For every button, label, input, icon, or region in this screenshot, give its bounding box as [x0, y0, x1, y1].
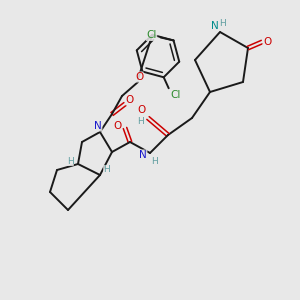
Text: O: O — [138, 105, 146, 115]
Text: H: H — [151, 157, 158, 166]
Text: O: O — [135, 72, 143, 82]
Text: N: N — [94, 121, 102, 131]
Text: N: N — [139, 150, 147, 160]
Text: H: H — [219, 20, 225, 28]
Text: H: H — [67, 157, 73, 166]
Text: H: H — [138, 116, 144, 125]
Text: Cl: Cl — [170, 90, 181, 100]
Text: Cl: Cl — [146, 30, 157, 40]
Text: N: N — [211, 21, 219, 31]
Text: O: O — [126, 95, 134, 105]
Text: H: H — [103, 166, 110, 175]
Text: O: O — [113, 121, 121, 131]
Text: O: O — [263, 37, 271, 47]
